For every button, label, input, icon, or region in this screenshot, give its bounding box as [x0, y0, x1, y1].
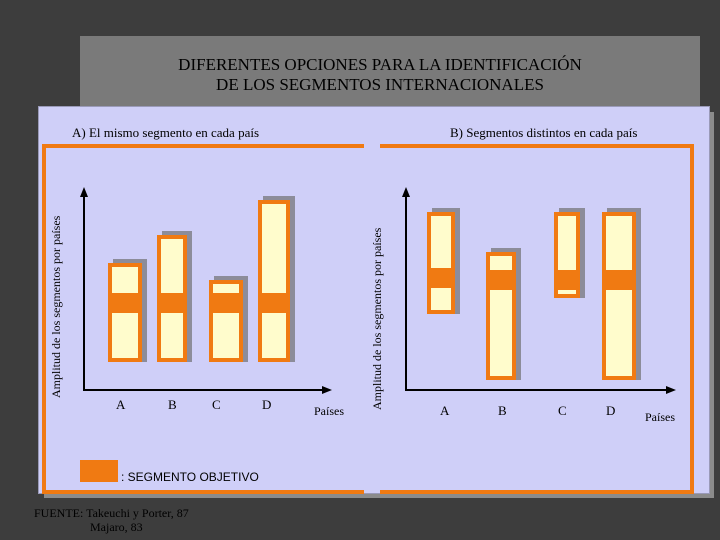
page-title: DIFERENTES OPCIONES PARA LA IDENTIFICACI…	[70, 55, 690, 95]
panel-a-x-axis	[83, 389, 323, 391]
panel-a-title: A) El mismo segmento en cada país	[72, 125, 260, 140]
panel-a-tick-b: B	[168, 397, 177, 412]
panel-b-bar-a	[427, 212, 455, 314]
diagram-panel	[38, 106, 710, 494]
panel-b-x-arrow-icon	[666, 386, 676, 394]
panel-b-title: B) Segmentos distintos en cada país	[450, 125, 638, 140]
title-line-2: DE LOS SEGMENTOS INTERNACIONALES	[216, 75, 544, 94]
panel-b-tick-a: A	[440, 403, 450, 418]
panel-b-bar-d	[602, 212, 636, 380]
panel-a-tick-d: D	[262, 397, 272, 412]
panel-b-x-axis	[405, 389, 667, 391]
panel-a-segment-c	[209, 293, 243, 313]
panel-b-segment-b	[486, 270, 516, 290]
panel-b-y-axis	[405, 196, 407, 390]
legend-label: : SEGMENTO OBJETIVO	[121, 470, 259, 484]
title-band	[80, 36, 700, 106]
panel-b-segment-a	[427, 268, 455, 288]
source-note: FUENTE: Takeuchi y Porter, 87 Majaro, 83	[34, 506, 234, 534]
panel-a-tick-c: C	[212, 397, 221, 412]
source-line-1: FUENTE: Takeuchi y Porter, 87	[34, 506, 189, 520]
panel-b-segment-d	[602, 270, 636, 290]
panel-b-y-arrow-icon	[402, 187, 410, 197]
legend-swatch	[80, 460, 118, 482]
panel-b-tick-d: D	[606, 403, 616, 418]
panel-a-frame	[42, 144, 364, 494]
source-line-2: Majaro, 83	[90, 520, 143, 534]
panel-b-tick-c: C	[558, 403, 567, 418]
panel-a-y-arrow-icon	[80, 187, 88, 197]
panel-a-segment-b	[157, 293, 187, 313]
panel-a-bar-d	[258, 200, 290, 362]
title-line-1: DIFERENTES OPCIONES PARA LA IDENTIFICACI…	[178, 55, 582, 74]
panel-a-segment-a	[108, 293, 142, 313]
panel-a-tick-a: A	[116, 397, 126, 412]
panel-b-ylabel: Amplitud de los segmentos por países	[370, 227, 384, 410]
panel-a-y-axis	[83, 196, 85, 390]
panel-b-segment-c	[554, 270, 580, 290]
panel-a-xlabel: Países	[314, 404, 344, 418]
panel-b-frame	[380, 144, 694, 494]
panel-b-tick-b: B	[498, 403, 507, 418]
panel-a-ylabel: Amplitud de los segmentos por países	[49, 215, 63, 398]
panel-a-x-arrow-icon	[322, 386, 332, 394]
panel-a-segment-d	[258, 293, 290, 313]
panel-b-xlabel: Países	[645, 410, 675, 424]
